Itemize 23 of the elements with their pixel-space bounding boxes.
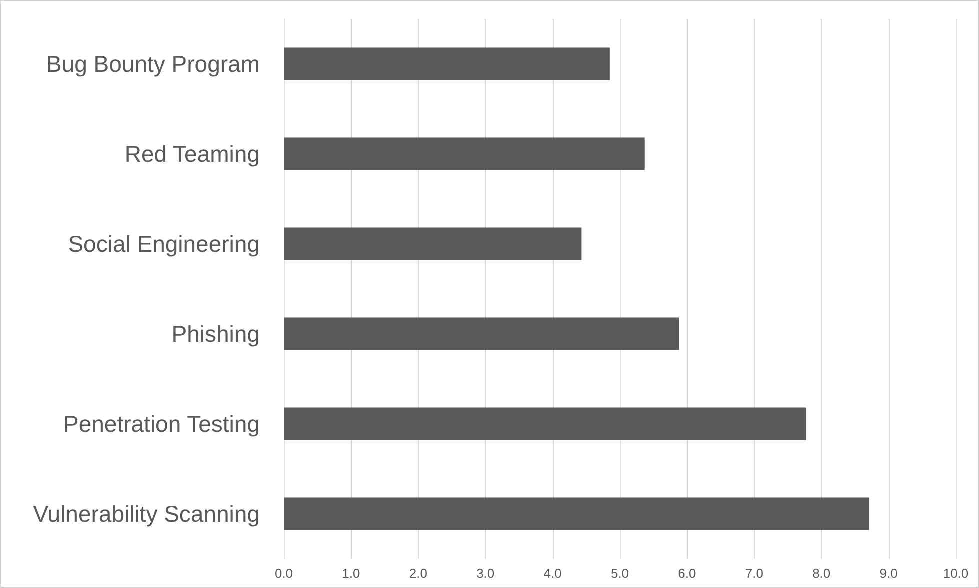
x-tick-label: 2.0 (409, 566, 428, 581)
bar (284, 48, 610, 80)
x-tick-label: 10.0 (943, 566, 969, 581)
y-tick-label: Red Teaming (124, 141, 260, 167)
y-tick-label: Phishing (172, 321, 260, 347)
bar (284, 408, 806, 440)
x-tick-label: 1.0 (342, 566, 360, 581)
x-tick-label: 4.0 (544, 566, 562, 581)
bar (284, 138, 645, 170)
x-tick-label: 0.0 (274, 566, 294, 581)
bar (284, 228, 582, 260)
bar (284, 498, 870, 530)
y-tick-label: Bug Bounty Program (46, 51, 260, 77)
y-tick-label: Social Engineering (68, 231, 260, 257)
x-tick-label: 7.0 (745, 566, 764, 581)
x-tick-label: 3.0 (476, 566, 495, 581)
y-tick-label: Vulnerability Scanning (33, 501, 260, 527)
bar (284, 318, 680, 350)
x-tick-label: 9.0 (880, 566, 898, 581)
x-tick-label: 8.0 (812, 566, 831, 581)
x-tick-label: 6.0 (678, 566, 696, 581)
y-tick-label: Penetration Testing (64, 411, 260, 437)
x-tick-label: 5.0 (610, 566, 630, 581)
